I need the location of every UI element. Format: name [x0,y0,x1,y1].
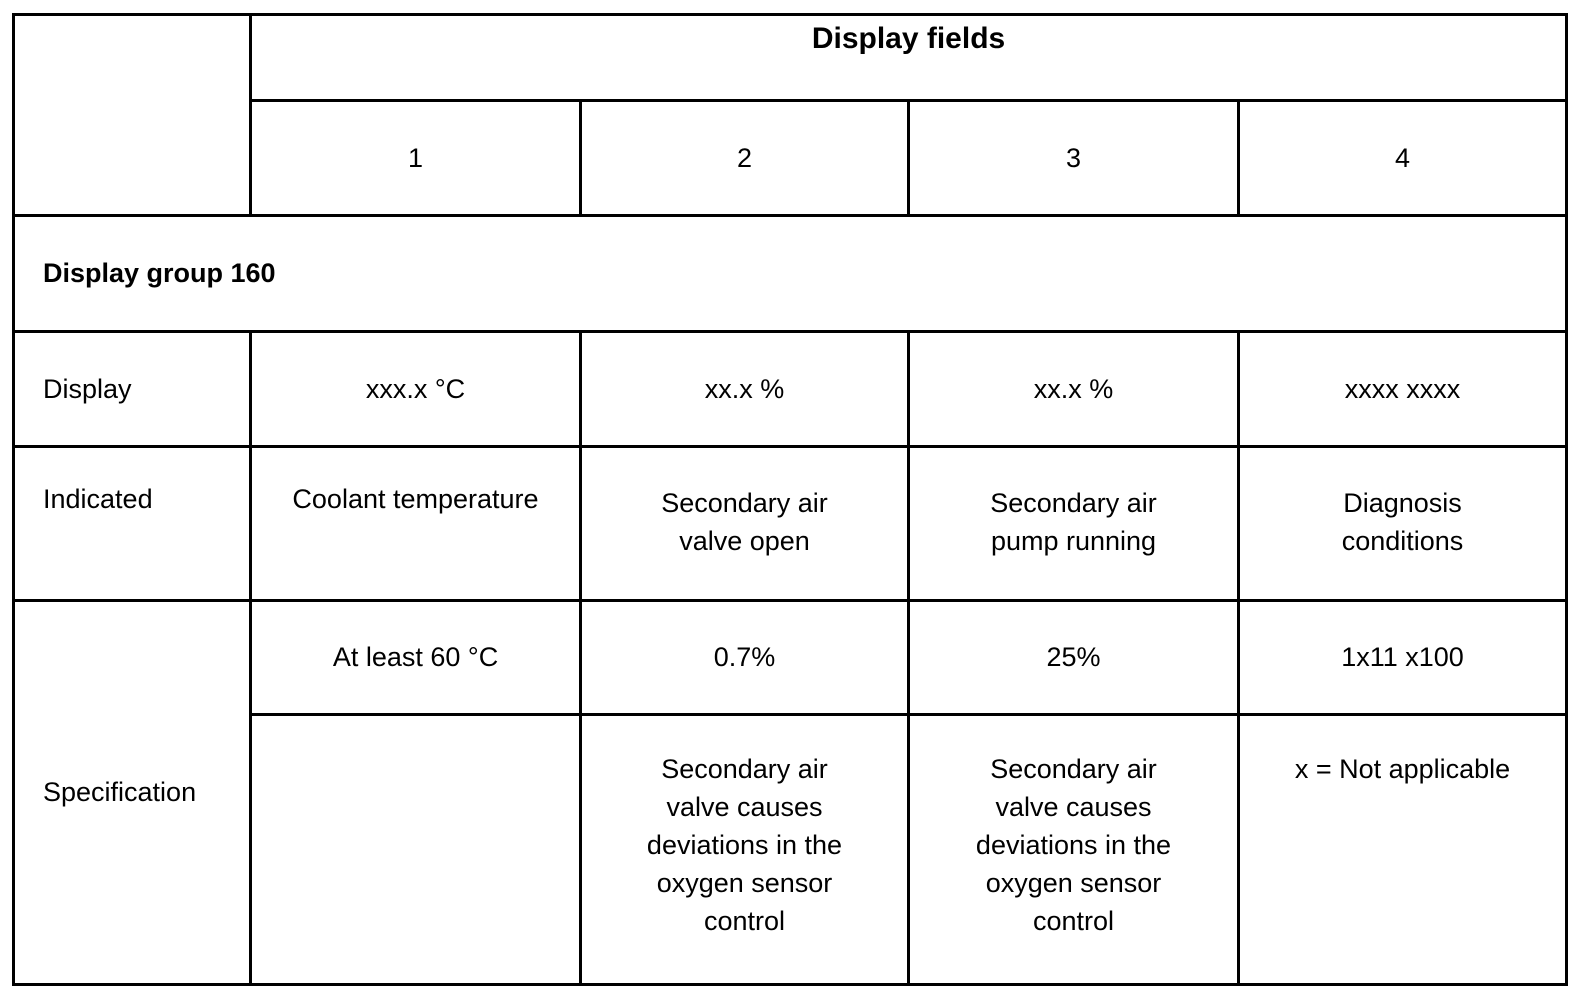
column-header: 4 [1236,99,1569,217]
cell-text: 25% [1046,642,1101,672]
display-cell: xx.x % [907,330,1240,448]
group-title: Display group 160 [11,214,1569,333]
header-title: Display fields [248,13,1569,102]
cell-text: x = Not applicable [1294,754,1511,784]
display-cell: xxxx xxxx [1236,330,1569,448]
spec-note: Secondary air valve causes deviations in… [579,713,910,986]
indicated-cell: Secondary air valve open [579,445,910,602]
cell-text: Diagnosis conditions [1341,488,1464,556]
cell-text: 1x11 x100 [1341,642,1464,672]
row-label: Display [12,330,252,448]
spec-note [249,713,582,986]
cell-text: Secondary air valve open [661,488,828,556]
spec-value: 1x11 x100 [1236,599,1569,716]
cell-text: 1 [407,142,424,173]
spec-value: 0.7% [579,599,910,716]
cell-text: 0.7% [713,642,776,672]
cell-text: 3 [1065,142,1082,173]
display-table: Display fields 1 2 3 4 Display group 160 Di… [11,13,1569,986]
spec-value: 25% [907,599,1240,716]
cell-text: Coolant temperature [292,484,539,514]
cell-text: Secondary air valve causes deviations in… [646,754,843,936]
cell-text: xxxx xxxx [1344,373,1461,404]
cell-text: Secondary air pump running [990,488,1157,556]
row-label: Indicated [12,445,252,602]
spec-value: At least 60 °C [249,599,582,716]
display-cell: xxx.x °C [249,330,582,448]
cell-text: xxx.x °C [365,373,466,404]
column-header: 2 [579,99,910,217]
column-header: 1 [249,99,582,217]
cell-text: 2 [736,142,753,173]
cell-text: Secondary air valve causes deviations in… [975,754,1172,936]
corner-cell [12,13,252,217]
indicated-cell: Diagnosis conditions [1236,445,1569,602]
cell-text: xx.x % [1033,373,1114,404]
spec-note: x = Not applicable [1236,713,1569,986]
cell-text: xx.x % [704,373,785,404]
row-label: Specification [12,599,252,986]
column-header: 3 [907,99,1240,217]
indicated-cell: Secondary air pump running [907,445,1240,602]
cell-text: At least 60 °C [332,642,499,672]
spec-note: Secondary air valve causes deviations in… [907,713,1240,986]
indicated-cell: Coolant temperature [249,445,582,602]
display-cell: xx.x % [579,330,910,448]
cell-text: 4 [1395,142,1411,173]
